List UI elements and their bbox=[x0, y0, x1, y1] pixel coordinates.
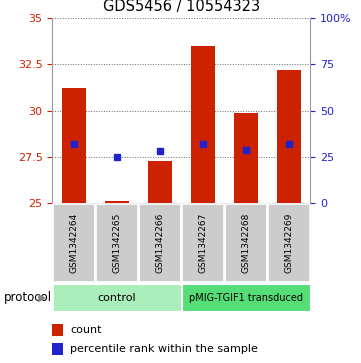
Bar bbox=[52, 324, 63, 336]
Title: GDS5456 / 10554323: GDS5456 / 10554323 bbox=[103, 0, 260, 14]
Bar bbox=[105, 201, 129, 203]
FancyBboxPatch shape bbox=[268, 204, 310, 282]
Text: protocol: protocol bbox=[4, 291, 52, 304]
Text: GSM1342267: GSM1342267 bbox=[199, 213, 208, 273]
Text: GSM1342266: GSM1342266 bbox=[155, 213, 164, 273]
FancyBboxPatch shape bbox=[182, 204, 224, 282]
Bar bbox=[191, 46, 215, 203]
FancyBboxPatch shape bbox=[96, 204, 138, 282]
Text: GSM1342264: GSM1342264 bbox=[69, 213, 78, 273]
FancyBboxPatch shape bbox=[139, 204, 181, 282]
Text: GSM1342269: GSM1342269 bbox=[284, 213, 293, 273]
Text: GSM1342265: GSM1342265 bbox=[112, 213, 121, 273]
Text: control: control bbox=[97, 293, 136, 303]
Bar bbox=[52, 343, 63, 355]
Text: ▶: ▶ bbox=[38, 293, 47, 303]
Bar bbox=[277, 70, 301, 203]
Text: pMIG-TGIF1 transduced: pMIG-TGIF1 transduced bbox=[189, 293, 303, 303]
FancyBboxPatch shape bbox=[53, 284, 181, 311]
Bar bbox=[234, 113, 258, 203]
Text: percentile rank within the sample: percentile rank within the sample bbox=[70, 344, 258, 354]
FancyBboxPatch shape bbox=[225, 204, 267, 282]
Text: GSM1342268: GSM1342268 bbox=[242, 213, 251, 273]
Bar bbox=[148, 161, 172, 203]
FancyBboxPatch shape bbox=[53, 204, 95, 282]
Text: count: count bbox=[70, 325, 102, 335]
FancyBboxPatch shape bbox=[182, 284, 310, 311]
Bar bbox=[62, 89, 86, 203]
